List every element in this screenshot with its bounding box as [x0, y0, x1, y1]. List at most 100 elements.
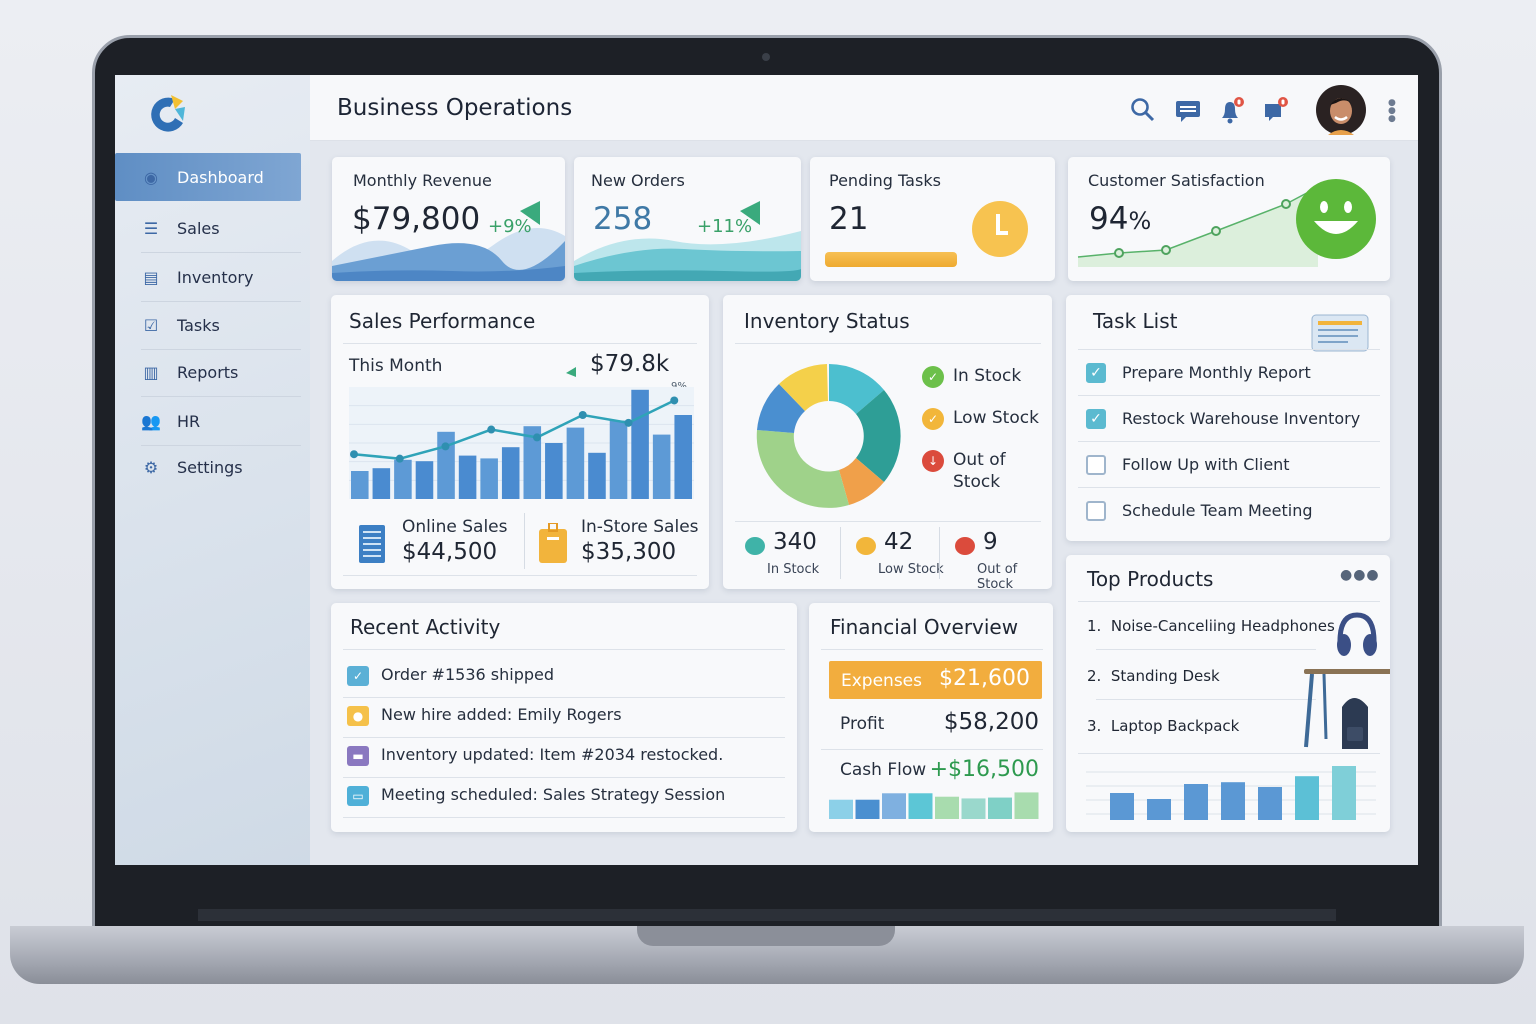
card-title: Inventory Status: [744, 309, 910, 333]
task-label: Schedule Team Meeting: [1122, 501, 1313, 520]
profit-value: $58,200: [943, 709, 1039, 735]
sidebar-item-label: HR: [177, 411, 201, 431]
cashflow-label: Cash Flow: [840, 760, 927, 780]
donut-segment: [829, 364, 884, 414]
stat-value: 42: [884, 529, 914, 555]
activity-item[interactable]: Order #1536 shipped: [381, 665, 554, 684]
kpi-change: +9%: [488, 216, 532, 237]
kpi-label: New Orders: [591, 171, 685, 190]
cashflow-bar: [829, 799, 853, 819]
notifications-bell-icon[interactable]: [1218, 97, 1248, 125]
kpi-value: 258: [593, 201, 653, 237]
trend-up-icon: [566, 367, 576, 377]
profit-label: Profit: [840, 714, 885, 734]
kpi-value: 94%: [1089, 201, 1152, 237]
sales-bar: [437, 431, 455, 499]
product-bar: [1110, 793, 1134, 820]
sales-trend-line: [353, 399, 675, 460]
box-icon: ▤: [143, 267, 159, 287]
cashflow-bar: [908, 793, 933, 819]
expenses-row: Expenses $21,600: [829, 661, 1042, 699]
product-item[interactable]: 2. Standing Desk: [1087, 667, 1220, 685]
product-bar: [1332, 766, 1356, 820]
trend-point: [624, 418, 633, 427]
chat-alert-icon[interactable]: [1262, 97, 1292, 125]
trend-point: [350, 450, 358, 459]
sales-total: $79.8k: [590, 351, 670, 377]
cashflow-bar: [855, 799, 880, 819]
product-name: Laptop Backpack: [1110, 717, 1240, 735]
user-avatar[interactable]: [1316, 85, 1366, 135]
sales-bar: [372, 468, 391, 499]
task-label: Prepare Monthly Report: [1122, 363, 1311, 382]
satisfaction-trend-graphic: [1077, 186, 1319, 267]
page-title: Business Operations: [337, 95, 573, 121]
legend-label: Low Stock: [953, 408, 1039, 428]
financial-overview-card: Financial Overview Expenses $21,600 Prof…: [809, 603, 1053, 832]
card-title: Financial Overview: [830, 615, 1019, 639]
check-status-icon: ✓: [922, 408, 944, 430]
card-title: Sales Performance: [349, 309, 536, 333]
product-item[interactable]: 1. Noise-Canceliing Headphones: [1087, 617, 1335, 635]
sidebar-item-reports[interactable]: ▥ Reports: [115, 348, 301, 396]
revenue-wave-graphic: [332, 228, 565, 281]
message-icon[interactable]: [1175, 99, 1201, 123]
sidebar-item-tasks[interactable]: ☑ Tasks: [115, 301, 301, 349]
activity-item[interactable]: New hire added: Emily Rogers: [381, 705, 622, 724]
product-item[interactable]: 3. Laptop Backpack: [1087, 717, 1239, 735]
trend-point: [670, 396, 679, 405]
sidebar-item-label: Sales: [177, 218, 220, 238]
sidebar-item-inventory[interactable]: ▤ Inventory: [115, 253, 301, 301]
activity-icon: ▭: [347, 786, 369, 806]
camera: [762, 53, 770, 61]
trend-point: [487, 425, 496, 434]
check-status-icon: ✓: [922, 366, 944, 388]
cashflow-bar: [882, 793, 906, 819]
new-orders-card[interactable]: New Orders 258 +11%: [574, 157, 801, 281]
inventory-donut-chart: [756, 364, 901, 508]
trend-up-icon: [520, 201, 540, 225]
activity-icon: ✓: [347, 666, 369, 686]
sidebar-item-label: Tasks: [177, 315, 220, 335]
clipboard-icon: [1311, 314, 1369, 352]
kpi-label: Pending Tasks: [829, 171, 941, 190]
cashflow-chart: [829, 792, 1039, 819]
cashflow-bar: [935, 796, 959, 819]
sales-bar: [394, 459, 412, 499]
sidebar-item-settings[interactable]: ⚙ Settings: [115, 443, 301, 491]
activity-item[interactable]: Meeting scheduled: Sales Strategy Sessio…: [381, 785, 726, 804]
period-label: This Month: [349, 356, 443, 376]
monthly-revenue-card[interactable]: Monthly Revenue $79,800 +9%: [332, 157, 565, 281]
expenses-label: Expenses: [841, 671, 922, 691]
activity-item[interactable]: Inventory updated: Item #2034 restocked.: [381, 745, 724, 764]
task-checkbox[interactable]: ✓: [1086, 409, 1106, 429]
card-title: Task List: [1093, 309, 1178, 333]
sidebar-item-dashboard[interactable]: ◉ Dashboard: [115, 153, 301, 201]
sidebar-item-hr[interactable]: 👥 HR: [115, 397, 301, 445]
card-title: Recent Activity: [350, 615, 501, 639]
inventory-status-card: Inventory Status ✓ In Stock ✓ Low Stock ↓ …: [723, 295, 1052, 589]
gear-icon: ⚙: [143, 457, 159, 477]
clock-icon: [972, 201, 1028, 257]
search-icon[interactable]: [1130, 97, 1156, 123]
trend-up-icon: [740, 201, 760, 225]
sales-chart: [349, 387, 694, 499]
sales-bar: [588, 452, 606, 499]
headphones-icon: [1337, 612, 1377, 656]
task-checkbox[interactable]: ✓: [1086, 363, 1106, 383]
product-bar: [1221, 782, 1245, 820]
cashflow-bar: [1014, 792, 1039, 819]
stat-dot: [745, 537, 765, 555]
customer-satisfaction-card[interactable]: Customer Satisfaction 94%: [1068, 157, 1390, 281]
stat-dot: [856, 537, 876, 555]
task-checkbox[interactable]: [1086, 455, 1106, 475]
more-options-icon[interactable]: ●●●: [1388, 98, 1396, 124]
sales-bar: [652, 434, 671, 499]
pending-tasks-card[interactable]: Pending Tasks 21: [810, 157, 1055, 281]
kpi-label: Monthly Revenue: [353, 171, 492, 190]
more-options-icon[interactable]: ●●●: [1340, 567, 1380, 583]
kpi-change: +11%: [697, 216, 753, 237]
task-checkbox[interactable]: [1086, 501, 1106, 521]
sidebar-item-label: Reports: [177, 362, 239, 382]
sidebar-item-sales[interactable]: ☰ Sales: [115, 204, 301, 252]
